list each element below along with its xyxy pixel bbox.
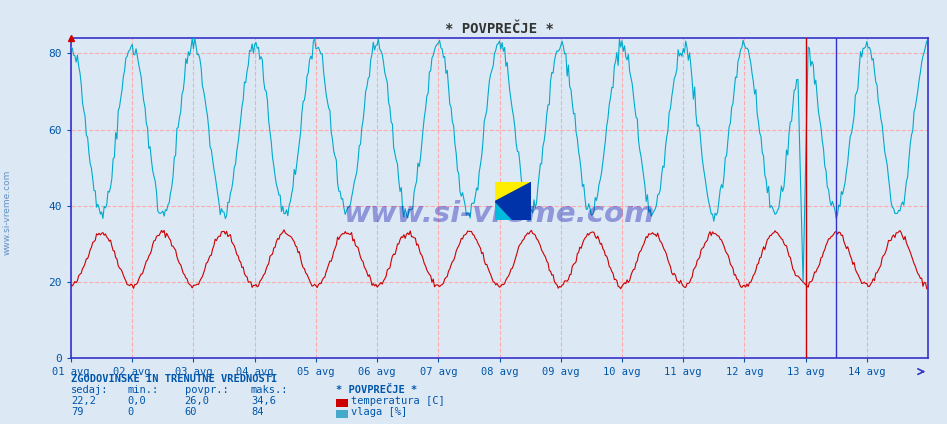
Text: povpr.:: povpr.:	[185, 385, 228, 396]
Text: 34,6: 34,6	[251, 396, 276, 406]
Polygon shape	[513, 182, 531, 220]
Text: temperatura [C]: temperatura [C]	[351, 396, 445, 406]
Polygon shape	[495, 182, 531, 220]
Text: 0,0: 0,0	[128, 396, 147, 406]
Text: 22,2: 22,2	[71, 396, 96, 406]
Text: 0: 0	[128, 407, 134, 417]
Text: ZGODOVINSKE IN TRENUTNE VREDNOSTI: ZGODOVINSKE IN TRENUTNE VREDNOSTI	[71, 374, 277, 384]
Text: 79: 79	[71, 407, 83, 417]
Text: * POVPREČJE *: * POVPREČJE *	[336, 385, 418, 396]
Text: 84: 84	[251, 407, 263, 417]
Text: maks.:: maks.:	[251, 385, 289, 396]
Polygon shape	[495, 201, 513, 220]
Polygon shape	[495, 182, 531, 220]
Title: * POVPREČJE *: * POVPREČJE *	[445, 22, 554, 36]
Text: 60: 60	[185, 407, 197, 417]
Polygon shape	[495, 182, 531, 220]
Text: min.:: min.:	[128, 385, 159, 396]
Text: vlaga [%]: vlaga [%]	[351, 407, 407, 417]
Text: sedaj:: sedaj:	[71, 385, 109, 396]
Text: 26,0: 26,0	[185, 396, 209, 406]
Polygon shape	[495, 182, 531, 220]
Polygon shape	[495, 201, 513, 220]
Text: www.si-vreme.com: www.si-vreme.com	[344, 200, 655, 228]
Text: www.si-vreme.com: www.si-vreme.com	[3, 169, 12, 255]
